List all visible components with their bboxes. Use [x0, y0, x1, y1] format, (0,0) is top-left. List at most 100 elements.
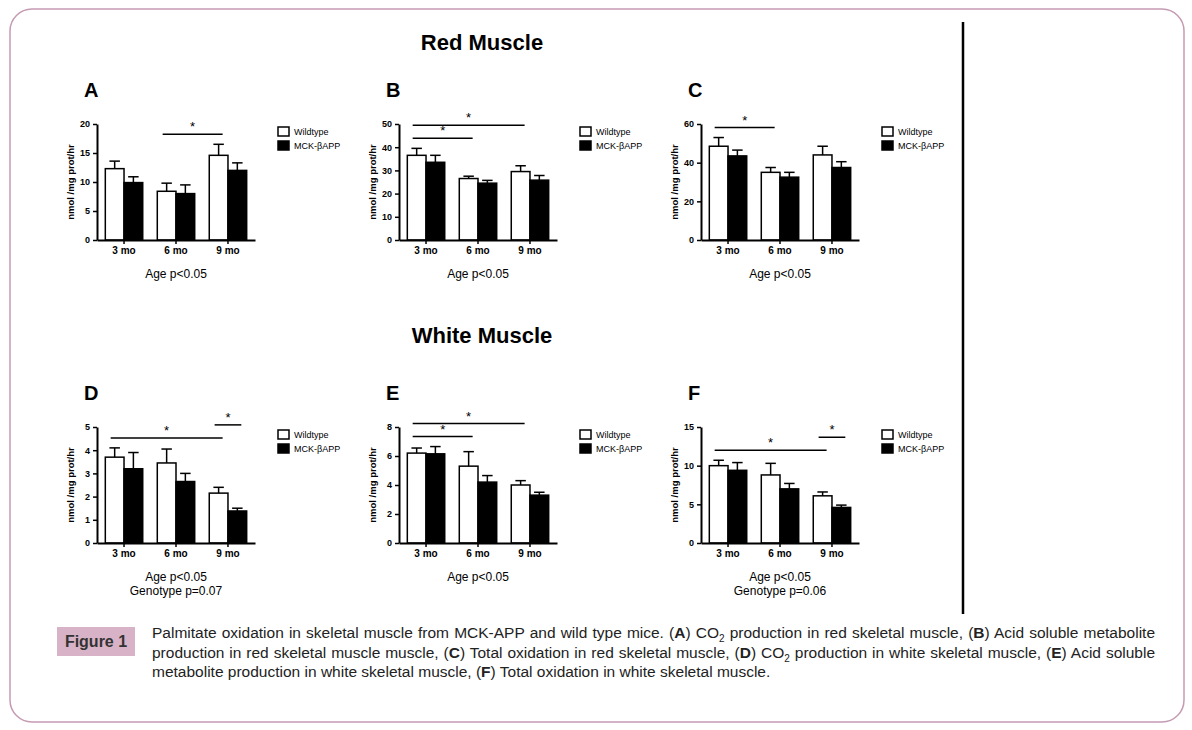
legend-label: MCK-βAPP [294, 444, 340, 454]
tick-label: 9 mo [820, 245, 843, 256]
error-bar-stem [133, 177, 135, 183]
error-bar-cap [784, 172, 794, 174]
y-tick: 0 [85, 235, 97, 245]
error-bar [713, 460, 723, 465]
caption-text: ) Total oxidation in red skeletal muscle… [460, 644, 740, 661]
x-tick: 6 mo [768, 543, 791, 559]
error-bar-cap [430, 155, 440, 157]
caption-text: A [674, 624, 685, 641]
bar [426, 162, 445, 240]
tick-label: 3 [85, 469, 90, 479]
tick-mark [477, 543, 479, 547]
tick-mark [227, 240, 229, 244]
tick-label: 3 mo [716, 548, 739, 559]
error-bar-cap [411, 447, 421, 449]
error-bar-cap [463, 451, 473, 453]
error-bar-stem [416, 148, 418, 155]
bar [813, 496, 832, 543]
error-bar-cap [232, 162, 242, 164]
legend-swatch [278, 444, 289, 453]
tick-mark [529, 240, 531, 244]
plot-area [105, 448, 246, 543]
tick-mark [697, 465, 701, 467]
y-tick: 5 [85, 422, 97, 432]
tick-label: 6 mo [768, 245, 791, 256]
caption-text: ) CO [685, 624, 719, 641]
tick-mark [697, 162, 701, 164]
y-axis: 01020304050 [382, 119, 400, 245]
bar [761, 475, 780, 543]
plot-area [407, 447, 548, 543]
y-tick: 2 [387, 509, 399, 519]
error-bar [463, 176, 473, 178]
error-bar-cap [128, 176, 138, 178]
y-tick: 5 [689, 500, 701, 510]
significance-label: * [466, 110, 471, 125]
plot-area [407, 148, 548, 240]
y-axis: 05101520 [80, 119, 98, 245]
tick-mark [697, 504, 701, 506]
bar [728, 470, 747, 543]
bar [459, 179, 478, 240]
caption-text: F [481, 663, 490, 680]
x-tick: 9 mo [820, 240, 843, 256]
error-bar [482, 180, 492, 183]
error-bar-cap [109, 160, 119, 162]
error-bar-stem [737, 150, 739, 156]
legend-label: Wildtype [596, 430, 631, 440]
bar [761, 172, 780, 240]
error-bar-cap [482, 180, 492, 182]
panel-label: B [386, 79, 400, 101]
tick-mark [395, 543, 399, 545]
error-bar-stem [718, 460, 720, 465]
x-axis: 3 mo6 mo9 mo [702, 240, 860, 256]
y-tick: 2 [85, 492, 97, 502]
tick-label: 9 mo [216, 245, 239, 256]
tick-mark [395, 485, 399, 487]
tick-mark [831, 543, 833, 547]
bar [176, 482, 195, 543]
tick-label: 0 [689, 538, 694, 548]
plot-area [709, 460, 850, 543]
bar [209, 155, 228, 240]
y-axis: 02468 [387, 422, 400, 548]
error-bar-cap [411, 148, 421, 150]
axis-line [701, 125, 703, 241]
panel: 051015203 mo6 mo9 monmol /mg prot/hrAWil… [65, 79, 340, 281]
bar [511, 485, 530, 543]
legend-swatch [580, 444, 591, 453]
error-bar [463, 452, 473, 467]
error-bar [411, 448, 421, 453]
tick-mark [831, 240, 833, 244]
tick-label: 5 [85, 422, 90, 432]
caption-text: B [973, 624, 984, 641]
error-bar [430, 155, 440, 162]
tick-mark [697, 543, 701, 545]
error-bar-stem [770, 463, 772, 475]
annotation: Age p<0.05 [749, 267, 811, 281]
tick-label: 9 mo [518, 548, 541, 559]
error-bar-stem [114, 448, 116, 457]
tick-label: 6 mo [466, 245, 489, 256]
error-bar-cap [161, 182, 171, 184]
tick-mark [779, 240, 781, 244]
x-axis: 3 mo6 mo9 mo [400, 240, 558, 256]
tick-mark [395, 514, 399, 516]
tick-label: 20 [382, 189, 392, 199]
tick-label: 30 [382, 166, 392, 176]
divider [962, 22, 965, 614]
tick-label: 5 [85, 206, 90, 216]
bar [426, 454, 445, 543]
tick-mark [175, 543, 177, 547]
y-tick: 20 [382, 189, 399, 199]
tick-label: 15 [80, 148, 90, 158]
error-bar [732, 150, 742, 156]
figure-label-box [57, 627, 135, 656]
legend-swatch [580, 430, 591, 439]
tick-label: 3 mo [112, 548, 135, 559]
tick-label: 6 mo [164, 548, 187, 559]
error-bar [128, 177, 138, 183]
legend-label: Wildtype [596, 127, 631, 137]
significance-label: * [829, 422, 834, 437]
tick-label: 6 mo [466, 548, 489, 559]
